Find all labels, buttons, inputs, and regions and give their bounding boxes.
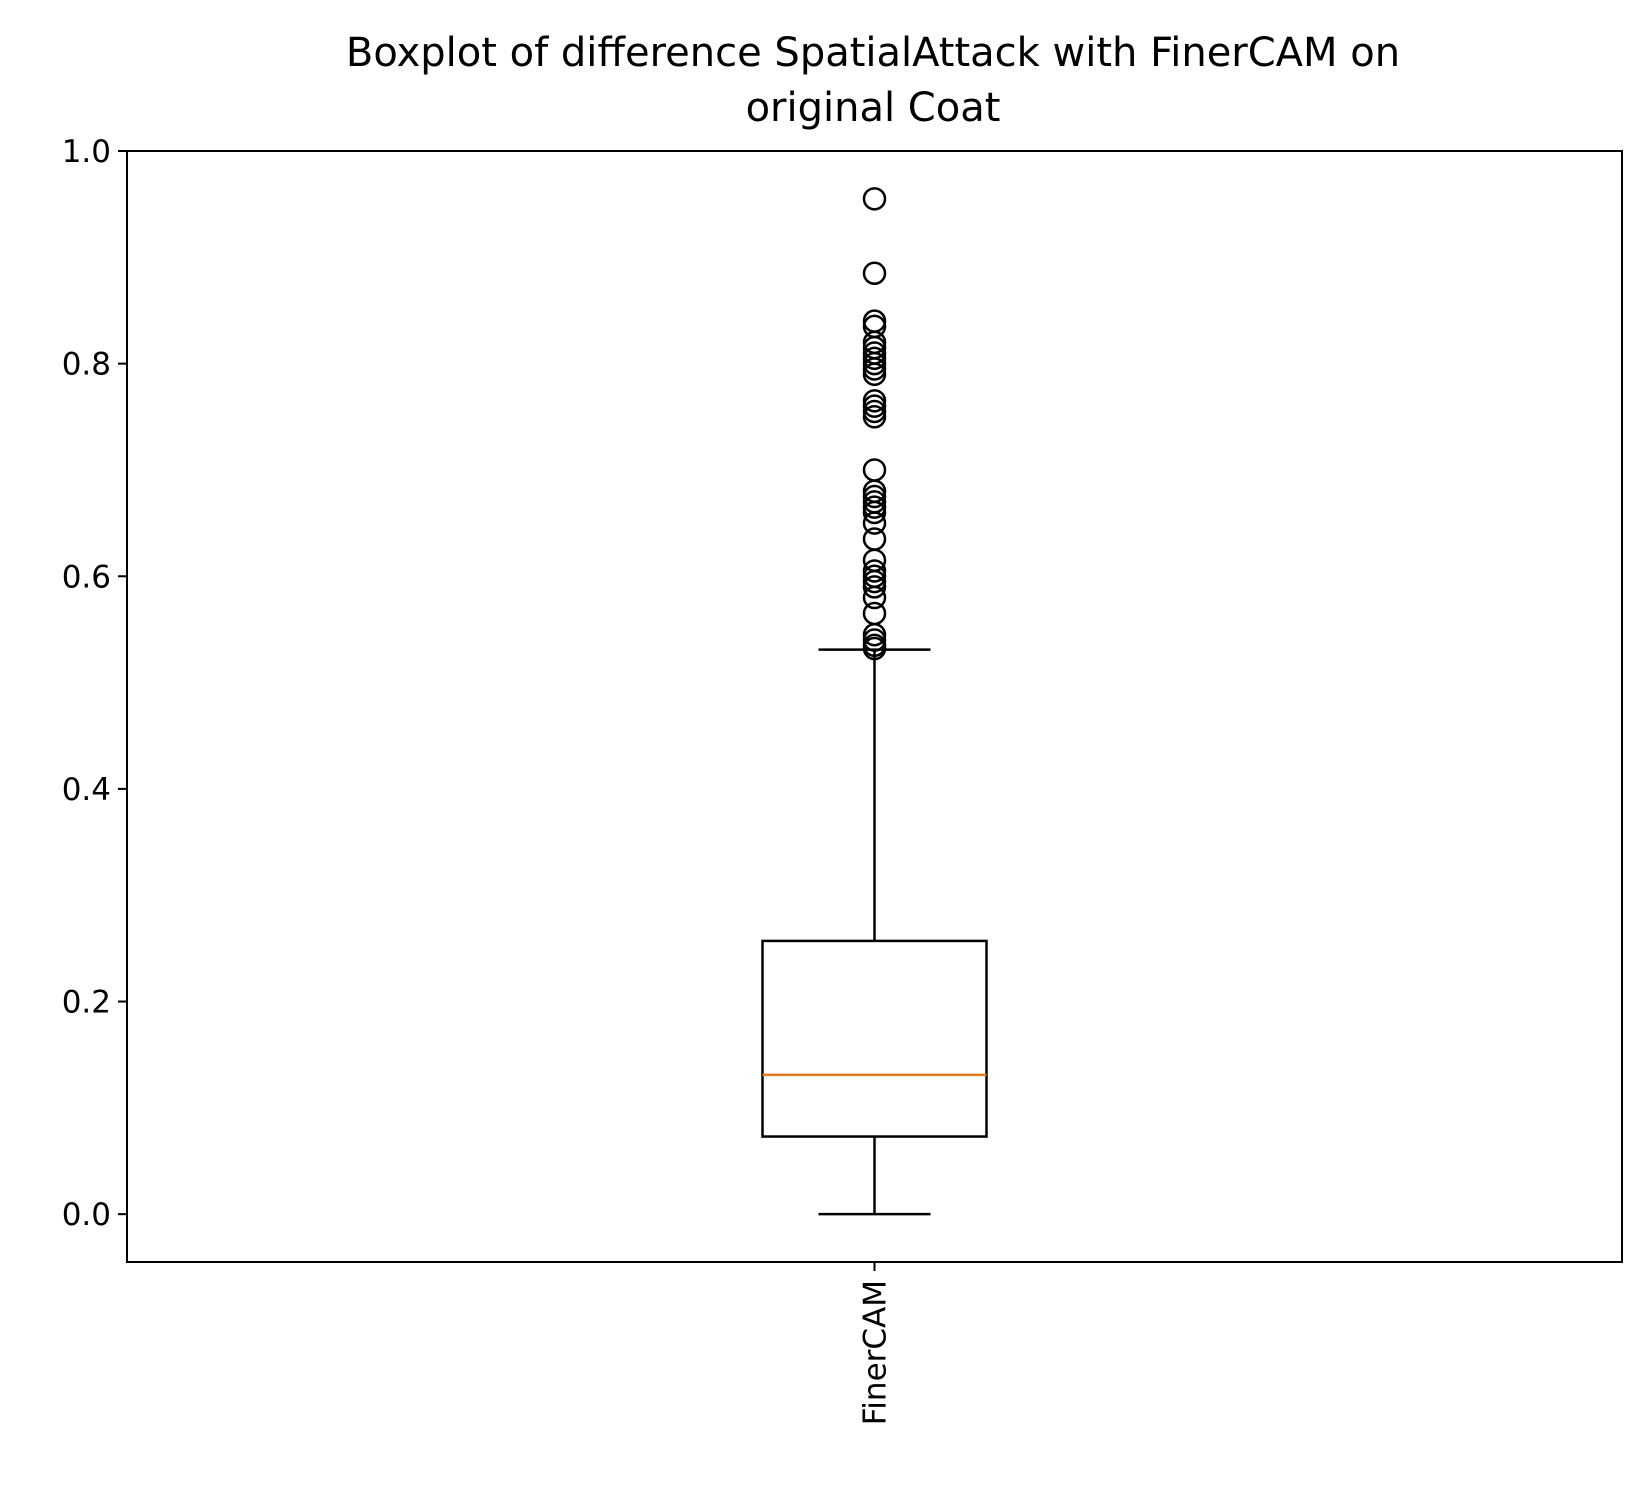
flier-point <box>862 527 887 551</box>
chart-title-line-1: Boxplot of difference SpatialAttack with… <box>346 30 1400 76</box>
flier-point <box>862 511 887 535</box>
flier-point <box>862 389 887 413</box>
flier-point <box>862 187 887 211</box>
x-tick-label: FinerCAM <box>857 1280 893 1425</box>
flier-point <box>862 261 887 286</box>
flier-point <box>862 458 887 482</box>
plot-area: 0.0 0.2 0.4 0.6 0.8 1.0 FinerCAM <box>62 134 1623 1425</box>
flier-point <box>862 628 887 652</box>
y-tick-label: 0.0 <box>62 1197 111 1233</box>
flier-point <box>862 346 887 371</box>
flier-point <box>862 569 887 594</box>
flier-point <box>862 500 887 525</box>
flier-point <box>862 394 887 418</box>
flier-point <box>862 357 887 381</box>
flier-point <box>862 399 887 424</box>
y-tick-label: 0.4 <box>62 772 111 808</box>
flier-point <box>862 362 887 387</box>
flier-point <box>862 601 887 626</box>
y-tick-label: 0.8 <box>62 347 111 383</box>
flier-point <box>862 585 887 610</box>
y-tick-label: 1.0 <box>62 134 111 170</box>
flier-point <box>862 484 887 509</box>
y-tick-label: 0.2 <box>62 985 111 1021</box>
flier-point <box>862 559 887 583</box>
flier-point <box>862 575 887 599</box>
y-tick-label: 0.6 <box>62 559 111 595</box>
flier-point <box>862 636 887 661</box>
flier-point <box>862 622 887 647</box>
box-iqr <box>761 939 988 1138</box>
flier-point <box>862 309 887 333</box>
flier-point <box>862 405 887 429</box>
flier-point <box>862 351 887 376</box>
chart-title-line-2: original Coat <box>746 85 1001 131</box>
flier-point <box>862 495 887 519</box>
